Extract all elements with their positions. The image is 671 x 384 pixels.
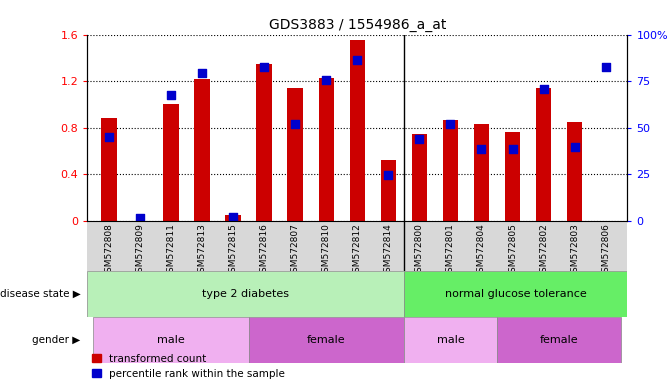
Point bbox=[227, 214, 238, 220]
Bar bbox=[474, 124, 489, 221]
Text: type 2 diabetes: type 2 diabetes bbox=[202, 289, 289, 299]
Point bbox=[166, 92, 176, 98]
Text: disease state ▶: disease state ▶ bbox=[0, 289, 81, 299]
Bar bbox=[505, 132, 520, 221]
Point bbox=[259, 64, 270, 70]
Text: GSM572808: GSM572808 bbox=[105, 223, 113, 278]
Title: GDS3883 / 1554986_a_at: GDS3883 / 1554986_a_at bbox=[268, 18, 446, 32]
Point bbox=[197, 70, 207, 76]
Point bbox=[103, 134, 114, 140]
Point bbox=[445, 121, 456, 127]
Bar bbox=[411, 134, 427, 221]
Point bbox=[135, 215, 146, 222]
Bar bbox=[87, 271, 404, 317]
Point bbox=[352, 57, 362, 63]
Text: GSM572813: GSM572813 bbox=[197, 223, 207, 278]
Text: GSM572804: GSM572804 bbox=[477, 223, 486, 278]
Text: GSM572806: GSM572806 bbox=[601, 223, 610, 278]
Text: male: male bbox=[157, 335, 185, 345]
Text: GSM572811: GSM572811 bbox=[166, 223, 176, 278]
Text: female: female bbox=[539, 335, 578, 345]
Bar bbox=[404, 317, 497, 363]
Legend: transformed count, percentile rank within the sample: transformed count, percentile rank withi… bbox=[93, 354, 285, 379]
Bar bbox=[101, 118, 117, 221]
Bar bbox=[319, 78, 334, 221]
Text: GSM572802: GSM572802 bbox=[539, 223, 548, 278]
Point bbox=[507, 146, 518, 152]
Bar bbox=[404, 271, 627, 317]
Bar bbox=[350, 40, 365, 221]
Point bbox=[601, 64, 611, 70]
Bar bbox=[567, 122, 582, 221]
Text: female: female bbox=[307, 335, 346, 345]
Text: GSM572801: GSM572801 bbox=[446, 223, 455, 278]
Bar bbox=[443, 119, 458, 221]
Text: male: male bbox=[437, 335, 464, 345]
Text: GSM572809: GSM572809 bbox=[136, 223, 144, 278]
Point bbox=[476, 146, 487, 152]
Bar bbox=[249, 317, 404, 363]
Bar bbox=[287, 88, 303, 221]
Point bbox=[321, 77, 331, 83]
Bar bbox=[256, 64, 272, 221]
Bar bbox=[93, 317, 249, 363]
Point bbox=[414, 136, 425, 142]
Bar bbox=[536, 88, 552, 221]
Point bbox=[569, 144, 580, 151]
Text: GSM572805: GSM572805 bbox=[508, 223, 517, 278]
Text: GSM572814: GSM572814 bbox=[384, 223, 393, 278]
Point bbox=[290, 121, 301, 127]
Bar bbox=[163, 104, 178, 221]
Text: gender ▶: gender ▶ bbox=[32, 335, 81, 345]
Text: GSM572815: GSM572815 bbox=[229, 223, 238, 278]
Text: GSM572812: GSM572812 bbox=[353, 223, 362, 278]
Text: GSM572803: GSM572803 bbox=[570, 223, 579, 278]
Point bbox=[538, 86, 549, 92]
Text: GSM572800: GSM572800 bbox=[415, 223, 424, 278]
Text: GSM572807: GSM572807 bbox=[291, 223, 300, 278]
Point bbox=[383, 172, 394, 179]
Bar bbox=[195, 79, 210, 221]
Bar bbox=[225, 215, 241, 221]
Text: normal glucose tolerance: normal glucose tolerance bbox=[445, 289, 586, 299]
Bar bbox=[497, 317, 621, 363]
Bar bbox=[380, 160, 396, 221]
Text: GSM572816: GSM572816 bbox=[260, 223, 268, 278]
Text: GSM572810: GSM572810 bbox=[322, 223, 331, 278]
